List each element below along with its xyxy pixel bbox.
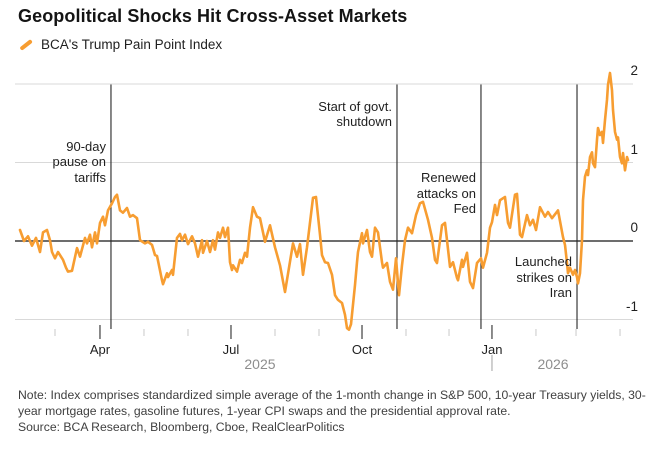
event-annotation-line: tariffs [74, 169, 106, 185]
event-annotation-line: 90-day [66, 138, 106, 154]
chart-title: Geopolitical Shocks Hit Cross-Asset Mark… [18, 6, 408, 26]
x-axis-month-label: Oct [351, 342, 373, 357]
event-annotation-line: Start of govt. [318, 98, 392, 114]
legend: BCA's Trump Pain Point Index [19, 37, 222, 52]
event-annotation-line: Launched [514, 254, 573, 270]
event-annotation-line: Iran [549, 285, 573, 301]
note-text: Note: Index comprises standardized simpl… [18, 388, 646, 418]
event-annotation-line: shutdown [336, 114, 392, 130]
x-axis-month-label: Jan [481, 342, 503, 357]
event-annotation-line: Fed [453, 201, 476, 217]
y-axis-label: 2 [630, 63, 638, 78]
event-annotation: Launched strikes on Iran [515, 254, 572, 301]
x-axis-year-label: 2026 [537, 356, 569, 372]
source-text: Source: BCA Research, Bloomberg, Cboe, R… [18, 419, 345, 434]
footnote: Note: Index comprises standardized simpl… [18, 388, 646, 435]
index-line-series [18, 71, 630, 332]
event-annotation-line: pause on [52, 154, 106, 170]
y-axis-label: 0 [630, 220, 638, 235]
y-axis-label: -1 [625, 298, 638, 314]
event-annotation-line: attacks on [416, 185, 476, 201]
x-axis-year-label: 2025 [244, 356, 276, 372]
legend-label: BCA's Trump Pain Point Index [41, 37, 223, 52]
event-annotation: Renewed attacks on Fed [417, 170, 476, 217]
event-annotation-line: strikes on [516, 269, 573, 285]
event-annotation: Start of govt. shutdown [318, 99, 392, 130]
y-axis-label: 1 [630, 141, 638, 157]
event-annotation-line: Renewed [421, 170, 476, 186]
event-annotation: 90-day pause on tariffs [52, 139, 106, 186]
x-axis-month-label: Apr [89, 342, 111, 357]
x-axis-month-label: Jul [222, 342, 240, 357]
